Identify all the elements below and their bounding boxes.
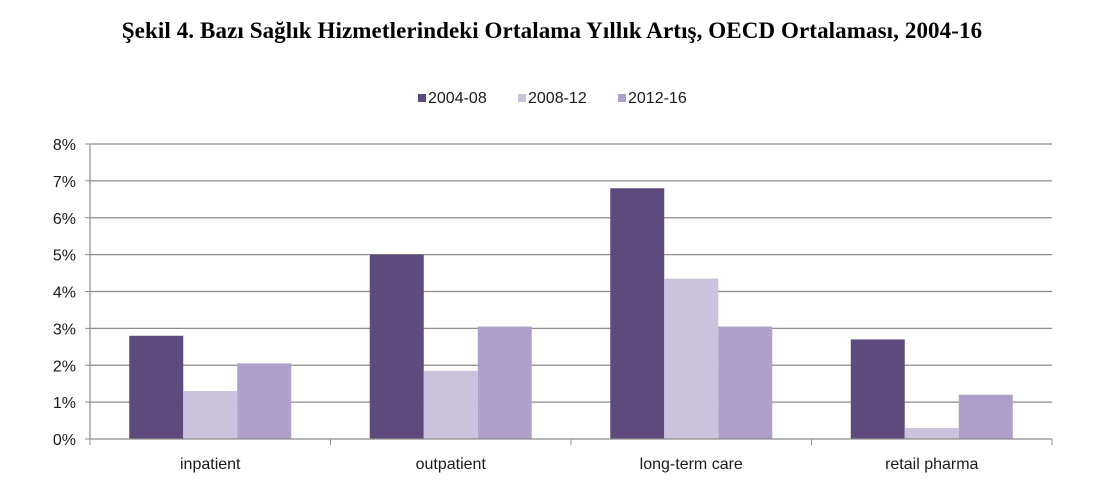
legend-label: 2012-16 — [628, 90, 687, 107]
bar-2012-16-outpatient — [477, 326, 532, 439]
x-tick-label: long-term care — [640, 456, 743, 473]
x-tick-label: retail pharma — [885, 456, 978, 473]
figure-title: Şekil 4. Bazı Sağlık Hizmetlerindeki Ort… — [121, 18, 983, 43]
legend-swatch — [518, 94, 526, 102]
legend-label: 2004-08 — [428, 90, 487, 107]
y-tick-label: 1% — [53, 395, 76, 412]
y-axis-ticks: 0% 1% 2% 3% 4% 5% 6% 7% 8% — [53, 137, 91, 449]
bar-2008-12-inpatient — [183, 391, 238, 439]
bar-2012-16-inpatient — [237, 363, 292, 439]
legend-swatch — [418, 94, 426, 102]
y-tick-label: 5% — [53, 248, 76, 265]
y-tick-label: 3% — [53, 321, 76, 338]
chart-legend: 2004-08 2008-12 2012-16 — [418, 90, 687, 107]
y-tick-label: 0% — [53, 432, 76, 449]
y-tick-label: 2% — [53, 358, 76, 375]
x-tick-label: outpatient — [416, 456, 487, 473]
bar-2008-12-retail-pharma — [904, 427, 959, 439]
chart-bars — [129, 188, 1013, 439]
y-tick-label: 4% — [53, 285, 76, 302]
chart-gridlines — [90, 143, 1052, 403]
bar-2004-08-retail-pharma — [850, 339, 905, 439]
y-tick-label: 6% — [53, 211, 76, 228]
bar-2004-08-long-term-care — [610, 188, 665, 439]
x-tick-label: inpatient — [180, 456, 241, 473]
bar-2012-16-retail-pharma — [958, 394, 1013, 439]
y-tick-label: 8% — [53, 137, 76, 154]
bar-2004-08-outpatient — [369, 254, 424, 439]
bar-2008-12-long-term-care — [664, 278, 719, 439]
legend-label: 2008-12 — [528, 90, 587, 107]
bar-2008-12-outpatient — [423, 370, 478, 439]
bar-2012-16-long-term-care — [718, 326, 773, 439]
legend-swatch — [618, 94, 626, 102]
bar-2004-08-inpatient — [129, 335, 184, 439]
x-axis: inpatient outpatient long-term care retail … — [89, 438, 1053, 473]
y-tick-label: 7% — [53, 174, 76, 191]
